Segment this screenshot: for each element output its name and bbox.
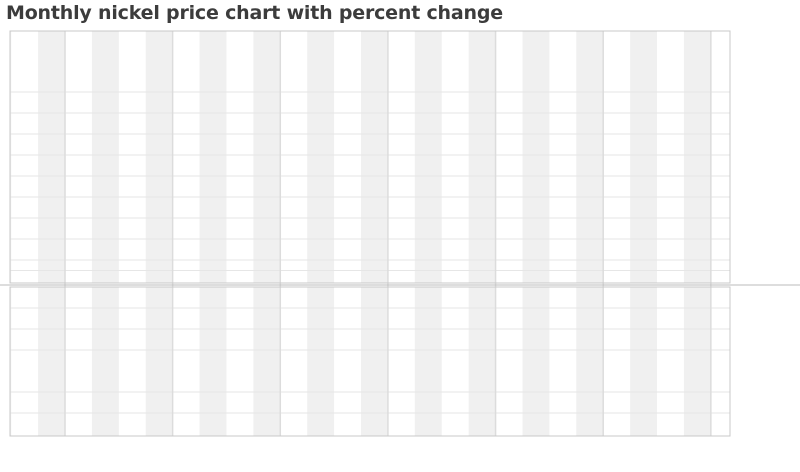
quarter-band: [199, 287, 227, 436]
quarter-band: [630, 287, 658, 436]
quarter-band: [253, 287, 281, 436]
quarter-band: [414, 31, 442, 283]
quarter-band: [576, 287, 604, 436]
quarter-band: [38, 31, 65, 283]
quarter-band: [38, 287, 65, 436]
quarter-band: [468, 287, 496, 436]
quarter-band: [414, 287, 442, 436]
quarter-band: [145, 31, 173, 283]
quarter-band: [199, 31, 227, 283]
pct-pane-border: [9, 286, 731, 437]
quarter-band: [361, 287, 388, 436]
price-pane-border: [9, 30, 731, 284]
quarter-band: [253, 31, 281, 283]
chart-title: Monthly nickel price chart with percent …: [6, 2, 503, 24]
quarter-band: [630, 31, 658, 283]
quarter-band: [307, 287, 335, 436]
quarter-band: [522, 31, 550, 283]
quarter-band: [145, 287, 173, 436]
quarter-band: [91, 287, 119, 436]
quarter-band: [468, 31, 496, 283]
quarter-band: [522, 287, 550, 436]
quarter-band: [307, 31, 335, 283]
quarter-band: [361, 31, 388, 283]
quarter-band: [10, 31, 12, 283]
quarter-band: [683, 287, 711, 436]
quarter-band: [91, 31, 119, 283]
quarter-band: [683, 31, 711, 283]
quarter-band: [10, 287, 12, 436]
quarter-band: [576, 31, 604, 283]
